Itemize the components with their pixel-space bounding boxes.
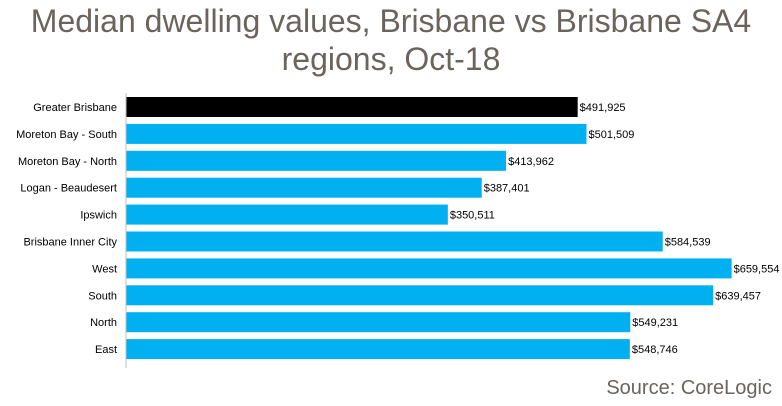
source-note: Source: CoreLogic	[606, 377, 772, 399]
value-label: $584,539	[665, 237, 711, 249]
value-label: $387,401	[484, 183, 530, 195]
category-label: South	[88, 290, 117, 302]
value-label: $491,925	[580, 102, 626, 114]
value-label: $548,746	[632, 344, 678, 356]
category-label: Brisbane Inner City	[23, 237, 117, 249]
chart-title-line-2: regions, Oct-18	[281, 41, 501, 77]
bar	[126, 123, 587, 144]
category-label: Greater Brisbane	[33, 102, 117, 114]
category-label: East	[95, 344, 117, 356]
bar	[126, 231, 663, 252]
bar	[126, 285, 714, 306]
category-label: Moreton Bay - South	[16, 129, 117, 141]
category-label: Ipswich	[80, 210, 117, 222]
category-label: North	[90, 317, 117, 329]
chart-title-line-1: Median dwelling values, Brisbane vs Bris…	[30, 3, 752, 39]
value-label: $549,231	[632, 317, 678, 329]
value-label: $659,554	[734, 263, 780, 275]
value-label: $350,511	[450, 210, 495, 222]
value-label: $639,457	[715, 290, 761, 302]
bar	[126, 312, 631, 333]
bar	[126, 177, 482, 198]
value-label: $501,509	[588, 129, 634, 141]
category-label: Logan - Beaudesert	[20, 183, 117, 195]
bar	[126, 150, 507, 171]
category-label: West	[92, 263, 117, 275]
bar	[126, 339, 630, 360]
category-label: Moreton Bay - North	[18, 156, 117, 168]
bar	[126, 97, 578, 117]
value-label: $413,962	[508, 156, 554, 168]
chart-title: Median dwelling values, Brisbane vs Bris…	[0, 2, 782, 78]
bars-group: Greater Brisbane $491,925 Moreton Bay - So…	[16, 97, 780, 360]
bar	[126, 258, 732, 279]
bar	[126, 204, 448, 225]
